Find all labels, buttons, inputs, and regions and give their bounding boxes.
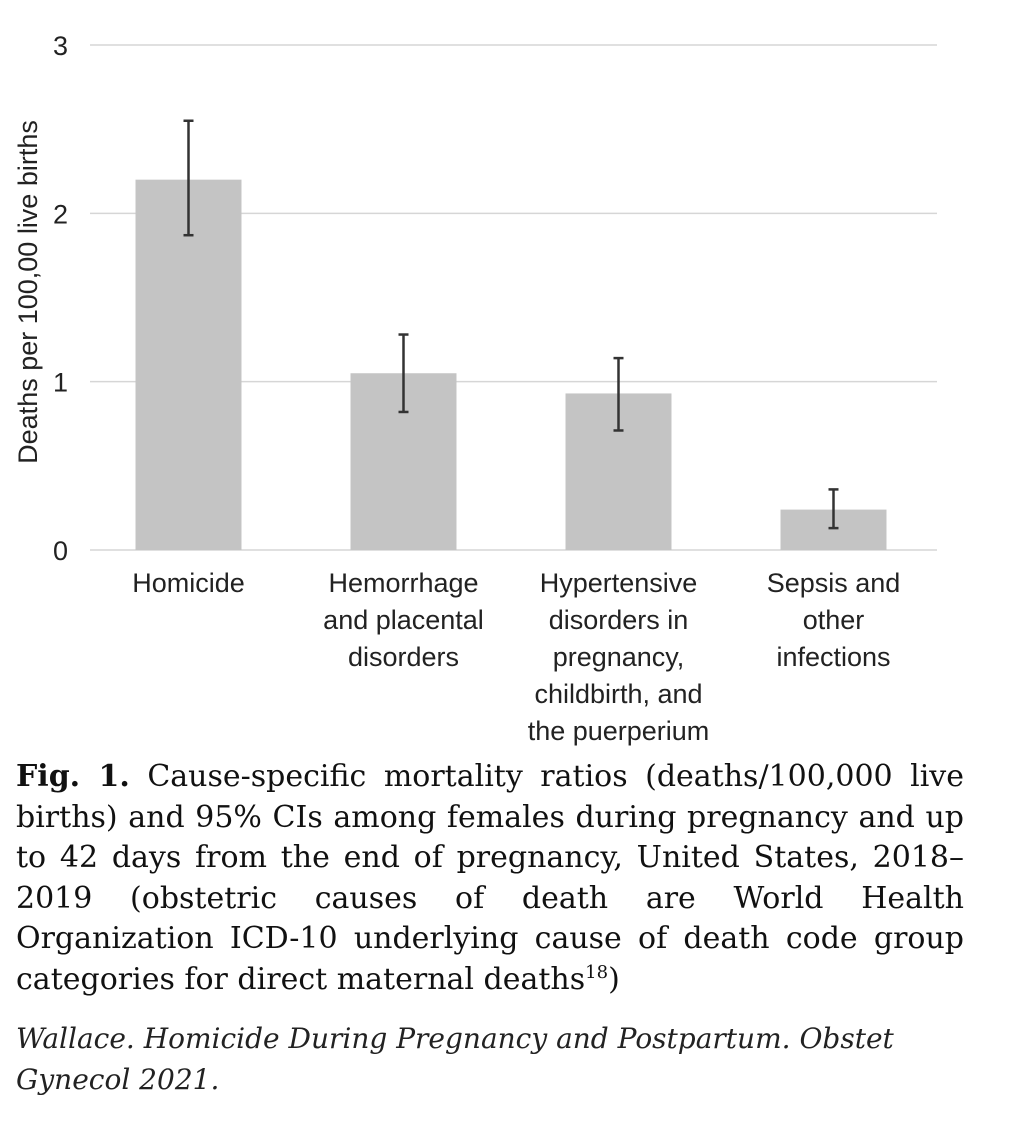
- category-label-line: Hemorrhage: [328, 568, 478, 598]
- category-label-line: Hypertensive: [540, 568, 698, 598]
- y-tick-label: 1: [53, 368, 68, 398]
- category-label-line: infections: [776, 642, 890, 672]
- category-label: Sepsis and other infections: [767, 568, 901, 672]
- y-tick-label: 3: [53, 31, 68, 61]
- figure-caption: Fig. 1. Cause-specific mortality ratios …: [16, 757, 964, 1000]
- category-label-line: pregnancy,: [553, 642, 685, 672]
- category-label-line: other: [803, 605, 865, 635]
- category-label: Hemorrhage and placental disorders: [323, 568, 484, 672]
- y-tick-label: 0: [53, 536, 68, 566]
- figure-label: Fig. 1.: [16, 759, 130, 794]
- source-citation: Wallace. Homicide During Pregnancy and P…: [16, 1022, 894, 1096]
- error-bars: [183, 119, 839, 530]
- bar-chart: 0 1 2 3 Homicide Hemorrhage and placental diso…: [13, 31, 937, 746]
- category-label-line: Sepsis and: [767, 568, 901, 598]
- category-label-line: disorders in: [549, 605, 689, 635]
- category-label-line: childbirth, and: [534, 679, 702, 709]
- category-label-line: the puerperium: [528, 716, 710, 746]
- category-label-line: disorders: [348, 642, 459, 672]
- caption-text: Cause-specific mortality ratios (deaths/…: [16, 759, 964, 997]
- y-tick-labels: 0 1 2 3: [53, 31, 68, 566]
- bars: [135, 179, 887, 550]
- caption-closing: ): [608, 961, 620, 997]
- y-axis-label: Deaths per 100,00 live births: [13, 120, 43, 464]
- category-label: Hypertensive disorders in pregnancy, childb…: [528, 568, 710, 746]
- category-label-line: and placental: [323, 605, 484, 635]
- category-label-line: Homicide: [132, 568, 245, 598]
- category-label: Homicide: [132, 568, 245, 598]
- y-tick-label: 2: [53, 199, 68, 229]
- x-category-labels: Homicide Hemorrhage and placental disorders…: [132, 568, 900, 746]
- bar: [135, 179, 242, 550]
- caption-reference: 18: [585, 961, 609, 983]
